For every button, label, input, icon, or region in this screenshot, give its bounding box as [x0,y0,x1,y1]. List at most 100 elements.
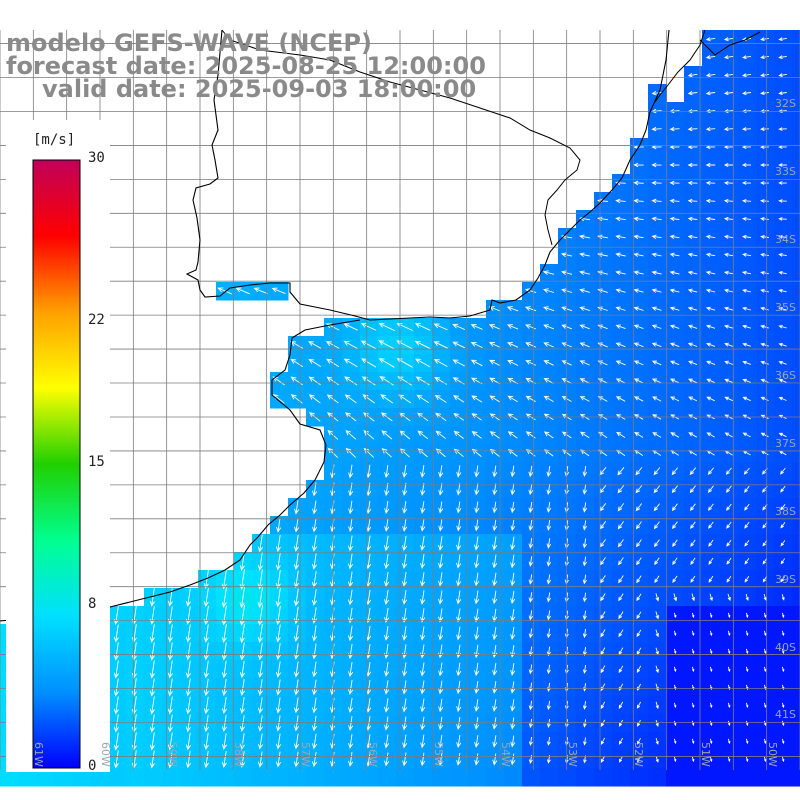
wind-arrow [492,681,498,694]
wind-arrow [778,288,787,293]
wind-arrow [311,697,318,714]
wind-arrow [492,735,498,748]
wind-arrow [778,396,787,401]
field-cell [324,768,343,787]
wind-arrow [709,666,713,673]
wind-arrow [742,342,751,347]
wind-arrow [725,467,732,475]
wind-arrow [633,306,644,311]
wind-arrow [438,554,444,569]
wind-arrow [221,623,227,644]
field-cell [792,768,800,787]
wind-arrow [778,199,787,203]
wind-arrow [221,569,227,590]
wind-arrow [615,342,626,348]
latitude-label: 32S [775,97,796,111]
wind-arrow [687,216,698,221]
wind-arrow [257,642,263,661]
wind-arrow [763,666,767,673]
wind-arrow [727,666,731,673]
wind-arrow [726,557,732,565]
wind-arrow [672,557,678,566]
wind-arrow [311,589,318,606]
wind-arrow [669,126,680,132]
wind-arrow [149,660,155,679]
wind-arrow [402,716,408,731]
wind-arrow [510,572,516,587]
wind-arrow [185,750,191,769]
wind-arrow [778,37,787,42]
wind-arrow [742,324,752,329]
wind-arrow [745,666,749,673]
wind-arrow [780,485,786,493]
wind-arrow [402,662,408,677]
wind-arrow [579,306,590,312]
field-cell [252,768,271,787]
wind-arrow [744,503,750,511]
wind-arrow [311,625,318,642]
field-cell [792,138,800,157]
wind-arrow [185,732,191,751]
wind-arrow [345,430,357,440]
wind-arrow [546,483,552,496]
wind-arrow [456,753,462,766]
wind-arrow [221,605,227,626]
wind-arrow [438,501,444,514]
wind-arrow [293,697,300,714]
wind-arrow [452,341,465,349]
wind-arrow [723,324,734,329]
wind-arrow [384,752,390,767]
wind-arrow [456,662,462,677]
field-cell [792,210,800,229]
wind-arrow [361,358,377,368]
field-cell [414,768,433,787]
wind-arrow [546,574,552,585]
longitude-label: 56W [365,742,379,767]
wind-arrow [636,539,642,548]
field-cell [792,426,800,445]
wind-arrow [272,376,285,386]
wind-arrow [185,588,191,607]
wind-arrow [582,502,588,513]
field-cell [792,48,800,67]
wind-arrow [760,55,769,60]
wind-arrow [203,696,209,715]
wind-arrow [471,430,482,439]
wind-arrow [435,448,446,458]
wind-arrow [452,359,465,367]
wind-arrow [778,163,787,167]
wind-arrow [524,306,537,312]
latitude-label: 40S [775,640,796,654]
wind-arrow [582,701,587,710]
wind-arrow [655,629,659,638]
wind-arrow [456,554,462,569]
wind-arrow [546,628,551,639]
wind-arrow [583,737,587,746]
wind-arrow [742,396,751,402]
field-cell [288,768,307,787]
wind-arrow [417,448,428,458]
wind-arrow [456,716,462,731]
wind-arrow [492,590,498,605]
wind-arrow [615,306,626,311]
wind-arrow [453,430,464,439]
field-cell [792,282,800,301]
wind-arrow [420,608,426,623]
wind-arrow [723,127,734,132]
wind-arrow [726,521,732,529]
wind-arrow [618,575,624,584]
wind-arrow [489,431,500,439]
wind-arrow [778,91,787,96]
wind-arrow [727,756,731,763]
field-cell [792,516,800,535]
wind-arrow [384,734,390,749]
wind-arrow [420,716,426,731]
wind-arrow [760,163,769,167]
wind-arrow [528,646,533,657]
wind-arrow [507,431,518,439]
wind-arrow [528,538,534,549]
wind-arrow [452,323,466,331]
wind-arrow [492,483,498,496]
wind-arrow [778,270,787,275]
